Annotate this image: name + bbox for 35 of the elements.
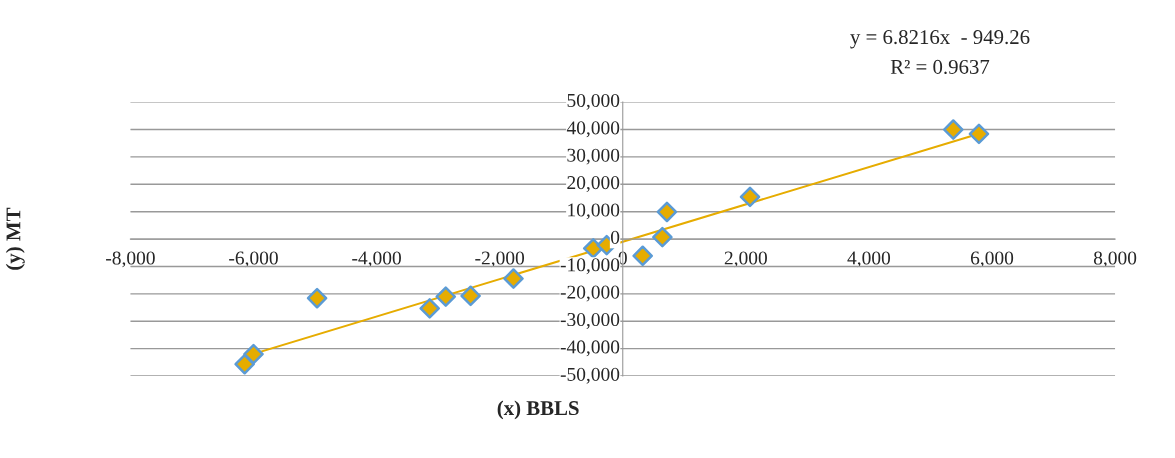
text: y = 6.8216x - 949.26 <box>850 30 1030 49</box>
x-tick-label: 4,000 <box>847 251 891 268</box>
point <box>419 298 440 319</box>
y-tick-label: -10,000 <box>560 258 620 275</box>
y-tick-label: -50,000 <box>560 367 620 384</box>
x-tick-label: 6,000 <box>970 251 1014 268</box>
x-tick-label: -4,000 <box>352 251 401 268</box>
point <box>942 119 964 140</box>
point <box>632 245 653 267</box>
x-axis-title: (x) BBLS <box>497 400 579 420</box>
y-tick-label: -30,000 <box>560 312 620 329</box>
x-tick-label: -6,000 <box>229 251 278 268</box>
point <box>968 123 990 145</box>
y-axis-title: (y) MT <box>5 207 25 270</box>
point <box>243 343 264 365</box>
y-tick-label: -40,000 <box>560 340 620 357</box>
y-tick-label: 30,000 <box>567 148 620 165</box>
point <box>435 286 457 307</box>
y-tick-label: 50,000 <box>567 93 620 110</box>
point <box>656 201 678 223</box>
y-tick-label: 20,000 <box>567 176 620 192</box>
x-tick-label: -2,000 <box>475 251 525 268</box>
y-tick-label: 40,000 <box>566 121 620 138</box>
x-tick-label: 8,000 <box>1093 251 1137 268</box>
x-tick-label: 2,000 <box>724 251 767 268</box>
point <box>652 226 673 248</box>
point <box>306 287 328 309</box>
y-tick-label: -20,000 <box>560 285 620 302</box>
x-tick-label: -8,000 <box>106 251 155 268</box>
y-tick-label: 0 <box>610 230 620 244</box>
text: R² = 0.9637 <box>890 59 990 75</box>
point <box>739 186 761 208</box>
point <box>460 285 481 307</box>
y-tick-label: 10,000 <box>568 203 620 220</box>
point <box>503 268 524 289</box>
